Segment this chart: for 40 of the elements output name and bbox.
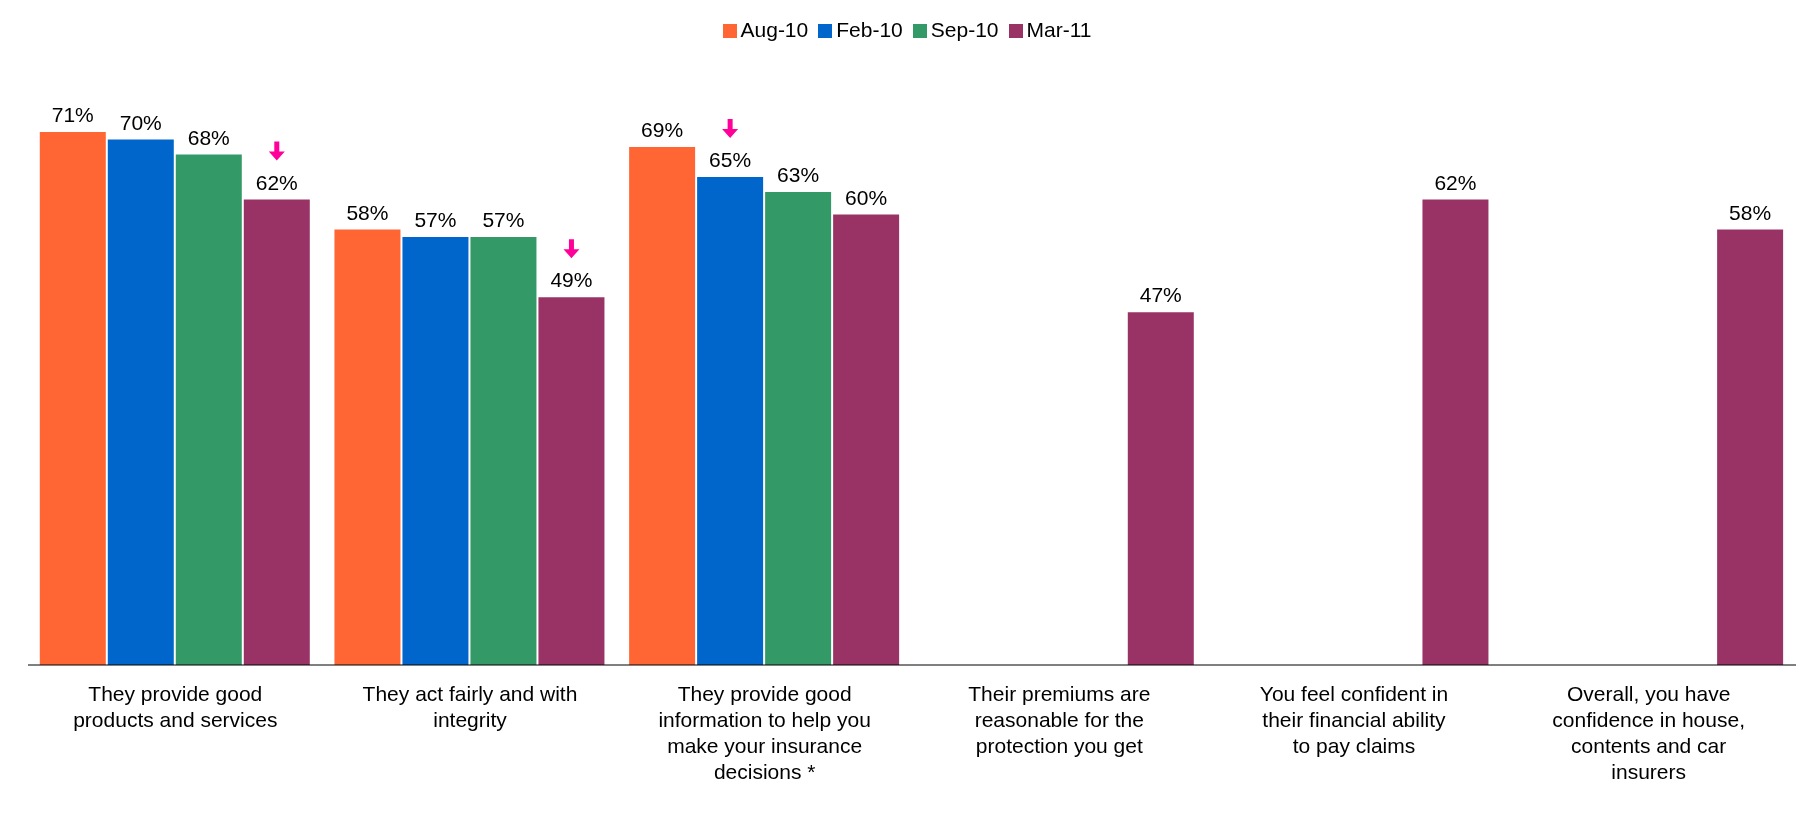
legend-label: Mar-11 <box>1026 18 1092 41</box>
bar <box>1422 199 1489 665</box>
data-label: 63% <box>777 163 820 187</box>
bar <box>175 154 242 665</box>
data-label: 65% <box>709 148 752 172</box>
bar <box>629 147 696 665</box>
x-tick-label: Overall, you have confidence in house, contents and car insurers <box>1552 682 1745 783</box>
bar <box>538 297 605 665</box>
bar <box>107 139 174 665</box>
bar <box>833 214 900 665</box>
x-tick-label: They act fairly and with integrity <box>362 682 578 731</box>
data-label: 60% <box>845 185 888 209</box>
data-label: 69% <box>641 118 684 142</box>
bar <box>1127 312 1194 665</box>
data-label: 68% <box>187 125 230 149</box>
legend-label: Sep-10 <box>930 18 999 41</box>
data-label: 62% <box>1434 170 1477 194</box>
legend-label: Aug-10 <box>740 18 809 41</box>
data-label: 58% <box>1729 200 1772 224</box>
bar <box>243 199 310 665</box>
data-label: 47% <box>1139 283 1182 307</box>
bar <box>470 237 537 665</box>
data-label: 57% <box>482 208 525 232</box>
data-label: 49% <box>550 268 593 292</box>
bar <box>334 229 401 665</box>
x-tick-label: They provide good products and services <box>73 682 278 731</box>
bar <box>1717 229 1784 665</box>
x-tick-label: Their premiums are reasonable for the protection you get <box>968 682 1151 757</box>
bar <box>765 192 832 665</box>
bar <box>39 132 106 665</box>
data-label: 57% <box>414 208 457 232</box>
data-label: 58% <box>346 200 389 224</box>
bar <box>402 237 469 665</box>
bar <box>697 177 764 665</box>
x-tick-label: They provide good information to help you make your insurance decisions * <box>658 682 871 783</box>
legend-label: Feb-10 <box>836 18 903 41</box>
data-label: 62% <box>255 170 298 194</box>
data-label: 71% <box>51 103 94 126</box>
data-label: 70% <box>119 110 162 134</box>
x-tick-label: You feel confident in their financial ability to pay claims <box>1259 682 1449 757</box>
